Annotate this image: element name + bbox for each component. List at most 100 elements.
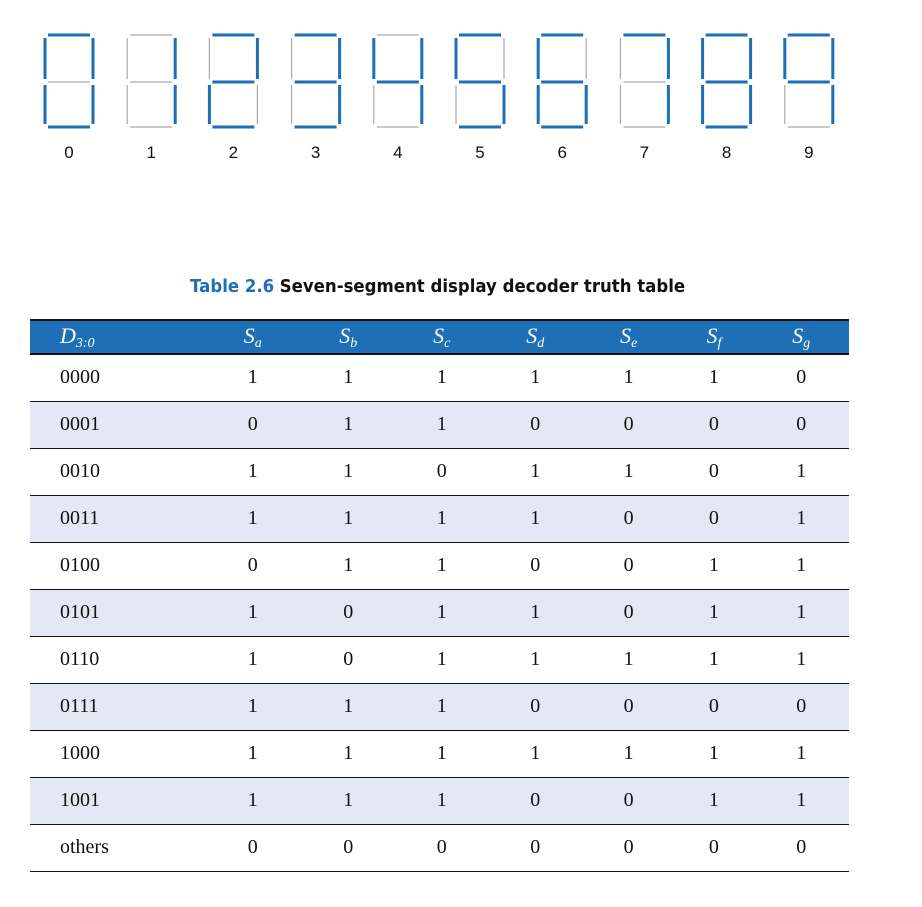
digit-label: 9 — [804, 143, 813, 162]
output-cell: 0 — [205, 401, 301, 449]
output-cell: 0 — [753, 401, 849, 449]
output-cell: 1 — [753, 636, 849, 684]
output-cell: 0 — [396, 824, 488, 872]
digit-label: 2 — [229, 143, 238, 162]
output-cell: 0 — [674, 683, 754, 731]
digit-0: 0 — [43, 33, 95, 162]
table-title: Seven-segment display decoder truth tabl… — [279, 276, 686, 297]
digit-label: 1 — [146, 143, 155, 162]
output-cell: 1 — [753, 495, 849, 543]
output-cell: 1 — [300, 401, 397, 449]
digit-label: 3 — [311, 143, 320, 162]
output-cell: 1 — [300, 354, 397, 402]
digit-label: 4 — [393, 143, 402, 162]
table-row: 0001 0 1 1 0 0 0 0 — [30, 401, 849, 449]
digit-4: 4 — [372, 34, 424, 162]
header-s-e: Se — [582, 319, 675, 355]
digit-7: 7 — [619, 33, 670, 162]
table-row: 0111 1 1 1 0 0 0 0 — [30, 683, 849, 731]
truth-table: D3:0 Sa Sb Sc Sd Se Sf Sg 0000 1 1 1 1 1 1 0 0001 0 1 1 0 0 0… — [30, 319, 849, 872]
output-cell: 1 — [300, 777, 397, 825]
header-s-d: Sd — [487, 319, 583, 355]
input-cell: 0011 — [30, 495, 205, 543]
output-cell: 0 — [487, 401, 583, 449]
output-cell: 1 — [205, 777, 301, 825]
digit-9: 9 — [783, 33, 835, 162]
output-cell: 1 — [674, 636, 754, 684]
output-cell: 1 — [674, 589, 754, 637]
output-cell: 1 — [396, 401, 488, 449]
output-cell: 1 — [396, 495, 488, 543]
output-cell: 0 — [753, 824, 849, 872]
digit-label: 8 — [722, 143, 731, 162]
table-row: 0110 1 0 1 1 1 1 1 — [30, 636, 849, 684]
output-cell: 1 — [396, 542, 488, 590]
output-cell: 1 — [396, 589, 488, 637]
output-cell: 0 — [205, 542, 301, 590]
output-cell: 1 — [582, 448, 675, 496]
output-cell: 0 — [300, 636, 397, 684]
table-caption: Table 2.6 Seven-segment display decoder t… — [190, 276, 685, 297]
output-cell: 1 — [753, 542, 849, 590]
output-cell: 0 — [205, 824, 301, 872]
input-cell: others — [30, 824, 205, 872]
digit-8: 8 — [701, 33, 753, 162]
header-s-b: Sb — [300, 319, 397, 355]
output-cell: 1 — [487, 636, 583, 684]
table-row: 0100 0 1 1 0 0 1 1 — [30, 542, 849, 590]
input-cell: 0100 — [30, 542, 205, 590]
output-cell: 1 — [396, 777, 488, 825]
output-cell: 1 — [582, 636, 675, 684]
table-row: others 0 0 0 0 0 0 0 — [30, 824, 849, 872]
output-cell: 1 — [205, 636, 301, 684]
table-header-row: D3:0 Sa Sb Sc Sd Se Sf Sg — [30, 319, 849, 355]
output-cell: 1 — [753, 448, 849, 496]
output-cell: 0 — [582, 683, 675, 731]
output-cell: 1 — [582, 730, 675, 778]
output-cell: 0 — [582, 589, 675, 637]
output-cell: 0 — [674, 448, 754, 496]
output-cell: 0 — [487, 777, 583, 825]
output-cell: 1 — [753, 589, 849, 637]
digit-label: 5 — [475, 143, 484, 162]
output-cell: 0 — [300, 824, 397, 872]
output-cell: 0 — [674, 495, 754, 543]
seven-segment-digits: 0 1 2 3 4 5 6 7 8 9 — [43, 33, 835, 162]
output-cell: 0 — [300, 589, 397, 637]
output-cell: 1 — [674, 777, 754, 825]
output-cell: 1 — [674, 354, 754, 402]
output-cell: 1 — [300, 448, 397, 496]
input-cell: 0110 — [30, 636, 205, 684]
output-cell: 1 — [753, 730, 849, 778]
digit-5: 5 — [454, 33, 506, 162]
table-number: Table 2.6 — [190, 276, 275, 297]
output-cell: 0 — [674, 824, 754, 872]
output-cell: 0 — [487, 683, 583, 731]
output-cell: 0 — [753, 354, 849, 402]
output-cell: 1 — [300, 495, 397, 543]
output-cell: 0 — [487, 824, 583, 872]
digit-2: 2 — [207, 33, 259, 162]
output-cell: 0 — [582, 495, 675, 543]
digit-6: 6 — [536, 33, 588, 162]
output-cell: 1 — [205, 730, 301, 778]
output-cell: 1 — [753, 777, 849, 825]
output-cell: 0 — [582, 777, 675, 825]
digit-1: 1 — [126, 34, 177, 162]
table-row: 1000 1 1 1 1 1 1 1 — [30, 730, 849, 778]
output-cell: 1 — [487, 495, 583, 543]
header-s-g: Sg — [753, 319, 849, 355]
header-s-a: Sa — [205, 319, 301, 355]
output-cell: 1 — [300, 730, 397, 778]
table-row: 0010 1 1 0 1 1 0 1 — [30, 448, 849, 496]
output-cell: 1 — [674, 730, 754, 778]
table-row: 0000 1 1 1 1 1 1 0 — [30, 354, 849, 402]
output-cell: 0 — [753, 683, 849, 731]
output-cell: 1 — [674, 542, 754, 590]
table-row: 1001 1 1 1 0 0 1 1 — [30, 777, 849, 825]
output-cell: 0 — [487, 542, 583, 590]
input-cell: 0111 — [30, 683, 205, 731]
output-cell: 1 — [396, 683, 488, 731]
output-cell: 1 — [205, 448, 301, 496]
table-row: 0011 1 1 1 1 0 0 1 — [30, 495, 849, 543]
